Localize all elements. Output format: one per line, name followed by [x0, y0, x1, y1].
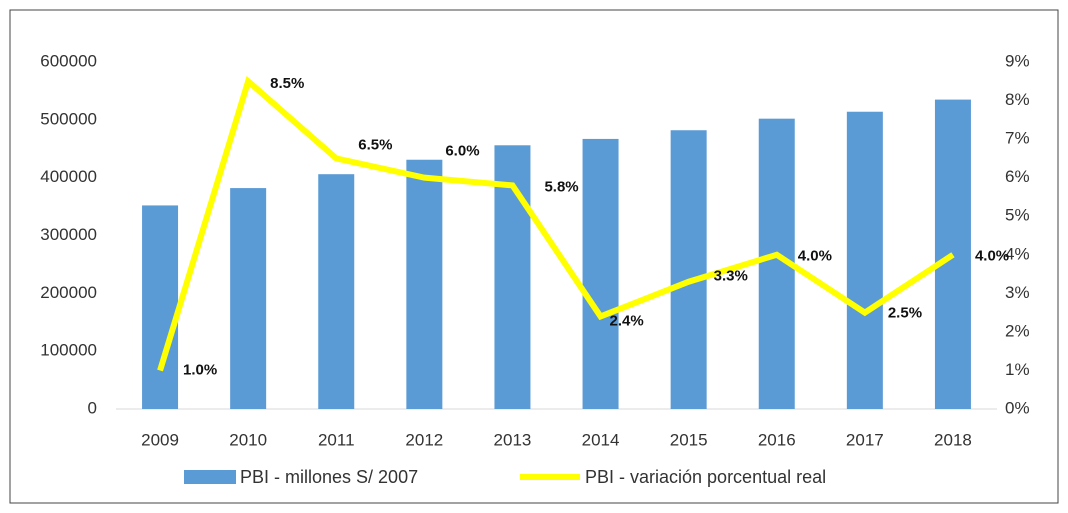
- x-tick-label: 2016: [758, 430, 796, 449]
- data-label: 2.5%: [888, 305, 922, 322]
- data-label: 6.5%: [358, 136, 392, 153]
- data-label: 4.0%: [975, 248, 1009, 265]
- x-tick-label: 2013: [494, 430, 532, 449]
- y-tick-label: 0: [88, 398, 97, 417]
- data-label: 3.3%: [714, 268, 748, 285]
- bar: [230, 188, 267, 409]
- y2-tick-label: 5%: [1005, 206, 1030, 225]
- y2-tick-label: 6%: [1005, 167, 1030, 186]
- bar: [670, 130, 707, 409]
- line: [157, 75, 955, 372]
- data-label: 6.0%: [445, 143, 479, 160]
- bar: [846, 111, 883, 409]
- chart-border: [9, 9, 1059, 504]
- legend-label: PBI - millones S/ 2007: [240, 467, 418, 487]
- bar: [318, 174, 355, 409]
- bar: [406, 159, 443, 409]
- data-label: 2.4%: [610, 312, 644, 329]
- data-label: 8.5%: [270, 75, 304, 92]
- y2-tick-label: 3%: [1005, 283, 1030, 302]
- x-tick-label: 2009: [141, 430, 179, 449]
- bar: [934, 99, 971, 409]
- y2-tick-label: 1%: [1005, 360, 1030, 379]
- legend-swatch: [184, 470, 236, 484]
- y2-tick-label: 7%: [1005, 129, 1030, 148]
- x-tick-label: 2014: [582, 430, 620, 449]
- x-tick-label: 2010: [229, 430, 267, 449]
- y-tick-label: 100000: [40, 341, 97, 360]
- x-tick-label: 2015: [670, 430, 708, 449]
- y-tick-label: 400000: [40, 167, 97, 186]
- bar: [582, 138, 619, 409]
- bar: [142, 205, 179, 409]
- y2-tick-label: 8%: [1005, 90, 1030, 109]
- y-tick-label: 500000: [40, 109, 97, 128]
- y2-tick-label: 4%: [1005, 244, 1030, 263]
- x-tick-label: 2018: [934, 430, 972, 449]
- y2-tick-label: 9%: [1005, 51, 1030, 70]
- x-tick-label: 2012: [405, 430, 443, 449]
- x-tick-label: 2011: [318, 430, 355, 449]
- legend-label: PBI - variación porcentual real: [585, 467, 826, 487]
- y2-tick-label: 2%: [1005, 321, 1030, 340]
- data-label: 5.8%: [544, 178, 578, 195]
- y-tick-label: 200000: [40, 283, 97, 302]
- data-label: 4.0%: [798, 248, 832, 265]
- data-label: 1.0%: [183, 361, 217, 378]
- x-tick-label: 2017: [846, 430, 884, 449]
- y-tick-label: 300000: [40, 225, 97, 244]
- y-tick-label: 600000: [40, 51, 97, 70]
- y2-tick-label: 0%: [1005, 398, 1030, 417]
